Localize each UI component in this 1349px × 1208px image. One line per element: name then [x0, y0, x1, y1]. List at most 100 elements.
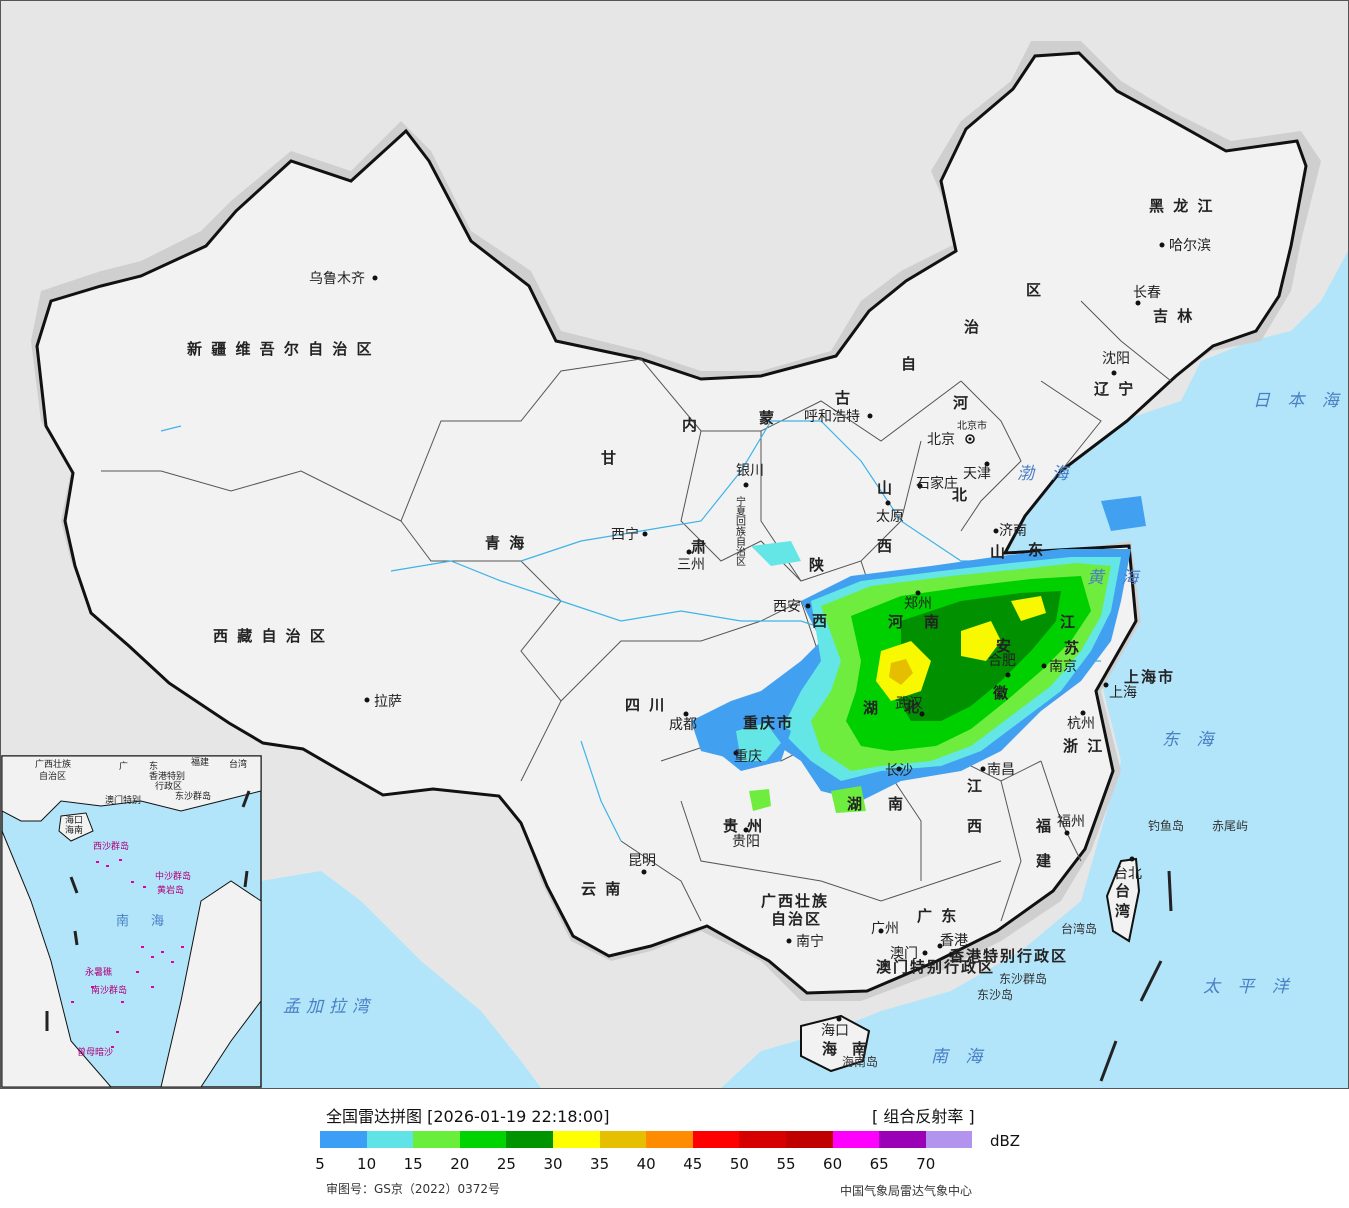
city-hefei: 合肥 — [988, 653, 1016, 669]
city-guiyang: 贵阳 — [732, 834, 760, 850]
inset-zhongsha: 中沙群岛 — [155, 870, 191, 882]
city-beijingcity: 北京市 — [957, 419, 987, 432]
inset-guang: 广 — [119, 760, 128, 772]
label-fujian1: 福 — [1035, 817, 1053, 835]
label-hk: 香港特别行政区 — [949, 947, 1068, 965]
city-nanning: 南宁 — [796, 933, 824, 950]
label-gansu2: 肃 — [691, 538, 708, 556]
label-jiangxi2: 西 — [967, 817, 984, 835]
label-hainan2: 南 — [852, 1040, 869, 1058]
inset-xisha: 西沙群岛 — [93, 840, 129, 852]
agency-name: 中国气象局雷达气象中心 — [840, 1184, 973, 1198]
china-land — [35, 51, 1308, 995]
city-aomen: 澳门 — [890, 946, 918, 962]
review-number: 审图号：GS京（2022）0372号 — [326, 1182, 500, 1196]
island-dongsha-d: 东沙岛 — [977, 987, 1013, 1002]
label-macau: 澳门特别行政区 — [876, 958, 995, 976]
legend-tick-label: 25 — [496, 1155, 516, 1173]
label-anhui1: 安 — [996, 637, 1013, 655]
city-taibei: 台北 — [1114, 866, 1142, 882]
label-guangxi2: 自治区 — [771, 910, 822, 928]
city-lanzhou: 三州 — [677, 557, 705, 573]
inset-zengmu: 曾母暗沙 — [77, 1046, 113, 1058]
label-hebei1: 河 — [953, 394, 970, 412]
sea-japan: 日 本 海 — [1253, 391, 1345, 411]
legend-color-segment — [552, 1131, 600, 1148]
city-shanghai: 上海 — [1109, 685, 1137, 701]
label-shanxi1: 山 — [877, 479, 894, 497]
legend-tick-label: 15 — [403, 1155, 423, 1173]
city-yinchuan: 银川 — [736, 463, 764, 479]
inset-guangxi2: 自治区 — [39, 770, 66, 782]
sea-bohai: 渤 海 — [1017, 464, 1074, 484]
inset-fujian: 福建 — [191, 756, 209, 768]
inset-dongsha: 东沙群岛 — [175, 790, 211, 802]
inset-hainan: 海南 — [65, 824, 83, 836]
legend-tick-label: 55 — [776, 1155, 796, 1173]
legend-tick-label: 10 — [357, 1155, 377, 1173]
label-shanghai: 上海市 — [1124, 668, 1175, 686]
city-nanjing: 南京 — [1049, 659, 1077, 675]
label-gansu: 甘 — [601, 449, 618, 467]
island-hainan: 海南岛 — [842, 1054, 878, 1069]
legend-tick-label: 30 — [543, 1155, 563, 1173]
label-taiwan2: 湾 — [1115, 902, 1132, 920]
city-changchun: 长春 — [1133, 285, 1161, 301]
label-hubei1: 湖 — [863, 699, 880, 717]
legend-title: 全国雷达拼图 [2026-01-19 22:18:00] — [326, 1107, 610, 1126]
city-xianggang: 香港 — [940, 933, 968, 949]
legend-color-segment — [459, 1131, 507, 1148]
island-dongsha-q: 东沙群岛 — [999, 971, 1047, 986]
bay-of-bengal — [261, 871, 541, 1088]
label-beijing: 北京 — [927, 432, 955, 448]
inset-labels: 广西壮族 自治区 广 东 福建 台湾 香港特别 澳门特别 行政区 东沙群岛 海口… — [35, 756, 247, 1058]
radar-map: 新 疆 维 吾 尔 自 治 区 西 藏 自 治 区 青 海 甘 肃 内 蒙 古 … — [0, 0, 1349, 1089]
city-xian: 西安 — [773, 599, 801, 615]
label-shaanxi1: 陕 — [809, 556, 826, 574]
city-shijiazhuang: 石家庄 — [916, 475, 958, 492]
label-hunan2: 南 — [888, 795, 905, 813]
label-taiwan1: 台 — [1115, 882, 1132, 900]
sea-taipingyang: 太 平 洋 — [1203, 977, 1295, 997]
label-neimenggu2: 蒙 — [759, 409, 776, 427]
label-anhui2: 徽 — [992, 684, 1010, 702]
label-ningxia: 宁夏回族自治区 — [734, 495, 746, 566]
legend-color-segment — [832, 1131, 880, 1148]
capital-markers — [364, 242, 1165, 1022]
label-xizang: 西 藏 自 治 区 — [213, 627, 327, 645]
inset-guangxi: 广西壮族 — [35, 758, 71, 770]
legend-color-segment — [925, 1131, 973, 1148]
inset-taiwan: 台湾 — [229, 758, 247, 770]
map-canvas: 新 疆 维 吾 尔 自 治 区 西 藏 自 治 区 青 海 甘 肃 内 蒙 古 … — [1, 41, 1348, 1088]
city-chengdu: 成都 — [669, 717, 697, 733]
label-hainan1: 海 — [822, 1040, 839, 1058]
legend-color-bar — [320, 1131, 973, 1148]
island-chiwei: 赤尾屿 — [1212, 819, 1248, 833]
legend-tick-label: 65 — [869, 1155, 889, 1173]
sea-bengal: 孟加拉湾 — [283, 997, 375, 1017]
city-fuzhou: 福州 — [1057, 814, 1085, 830]
city-harbin: 哈尔滨 — [1169, 238, 1211, 254]
label-jiangxi1: 江 — [967, 777, 984, 795]
legend-panel: 全国雷达拼图 [2026-01-19 22:18:00] [ 组合反射率 ] d… — [0, 1089, 1349, 1208]
radar-echo-area — [691, 496, 1146, 813]
legend-unit: dBZ — [990, 1132, 1021, 1150]
legend-color-segment — [785, 1131, 833, 1148]
label-neimenggu6: 区 — [1026, 281, 1043, 299]
city-urumqi: 乌鲁木齐 — [309, 271, 365, 287]
label-guizhou: 贵 州 — [723, 817, 764, 835]
label-tianjin: 天津 — [963, 466, 991, 482]
pacific-sea — [721, 251, 1348, 1088]
legend-color-segment — [879, 1131, 926, 1148]
dash-line — [45, 790, 1173, 1082]
label-shanxi2: 西 — [877, 537, 894, 555]
inset-yongshu: 永暑礁 — [85, 966, 112, 978]
inset-admin: 行政区 — [155, 780, 182, 792]
label-guangdong: 广 东 — [917, 907, 958, 925]
label-hunan1: 湖 — [847, 795, 864, 813]
label-chongqing: 重庆市 — [743, 714, 794, 732]
label-jiangsu2: 苏 — [1064, 639, 1081, 657]
inset-dong: 东 — [149, 760, 158, 772]
inset-macau: 澳门特别 — [105, 794, 141, 806]
legend-color-segment — [506, 1131, 553, 1148]
